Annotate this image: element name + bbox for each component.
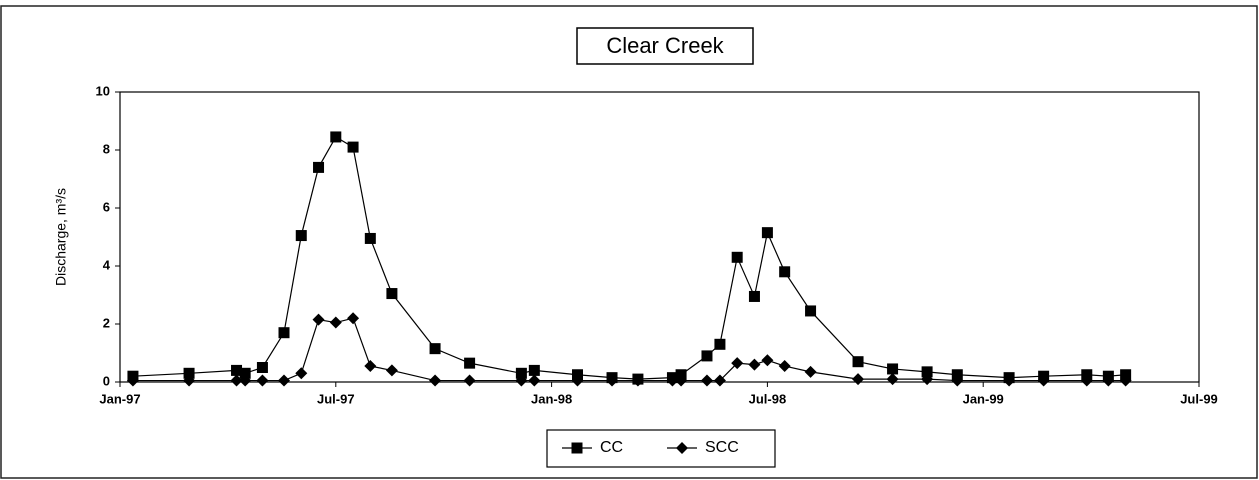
marker-square xyxy=(347,141,359,153)
marker-diamond xyxy=(804,365,817,378)
title-box xyxy=(576,27,754,65)
marker-diamond xyxy=(515,374,528,387)
marker-square xyxy=(779,266,791,278)
marker-square xyxy=(701,350,713,362)
marker-diamond xyxy=(951,374,964,387)
marker-square xyxy=(921,366,933,378)
marker-diamond xyxy=(700,374,713,387)
marker-diamond xyxy=(731,357,744,370)
marker-diamond xyxy=(364,360,377,373)
marker-diamond xyxy=(329,316,342,329)
marker-square xyxy=(464,357,476,369)
marker-diamond xyxy=(748,358,761,371)
marker-square xyxy=(386,288,398,300)
x-tick-label: Jan-97 xyxy=(99,391,140,406)
marker-diamond xyxy=(230,374,243,387)
marker-diamond xyxy=(606,374,619,387)
marker-diamond xyxy=(239,374,252,387)
marker-square xyxy=(731,251,743,263)
marker-diamond xyxy=(126,374,139,387)
marker-square xyxy=(748,290,760,302)
marker-diamond xyxy=(921,373,934,386)
marker-square xyxy=(256,362,268,373)
marker-diamond xyxy=(183,374,196,387)
marker-square xyxy=(364,232,376,244)
y-axis-label: Discharge, m³/s xyxy=(53,188,69,286)
frame xyxy=(0,5,1258,479)
x-tick-label: Jul-98 xyxy=(749,391,787,406)
marker-diamond xyxy=(1102,374,1115,387)
marker-square xyxy=(528,364,540,376)
x-tick-label: Jan-98 xyxy=(531,391,572,406)
y-tick-label: 2 xyxy=(103,315,110,330)
marker-diamond xyxy=(347,312,360,325)
y-tick-label: 10 xyxy=(96,83,110,98)
y-tick-label: 0 xyxy=(103,373,110,388)
marker-diamond xyxy=(886,373,899,386)
legend-label: SCC xyxy=(705,439,739,456)
marker-diamond xyxy=(429,374,442,387)
marker-diamond xyxy=(256,374,269,387)
marker-diamond xyxy=(666,374,679,387)
marker-square xyxy=(852,356,864,368)
series-line xyxy=(132,136,1126,380)
marker-diamond xyxy=(463,374,476,387)
marker-square xyxy=(239,367,251,379)
plot-area xyxy=(119,91,1200,383)
marker-diamond xyxy=(312,313,325,326)
marker-diamond xyxy=(1037,374,1050,387)
x-tick-label: Jul-99 xyxy=(1180,391,1218,406)
marker-diamond xyxy=(1080,374,1093,387)
marker-diamond xyxy=(571,374,584,387)
marker-square xyxy=(313,161,325,173)
marker-square xyxy=(515,367,527,379)
marker-square xyxy=(714,338,726,350)
marker-square xyxy=(805,305,817,317)
marker-square xyxy=(231,364,243,376)
marker-diamond xyxy=(778,360,791,373)
marker-square xyxy=(278,327,290,339)
marker-diamond xyxy=(1119,374,1132,387)
marker-square xyxy=(571,442,583,454)
marker-diamond xyxy=(631,374,644,387)
marker-diamond xyxy=(852,373,865,386)
y-tick-label: 4 xyxy=(103,257,111,272)
y-tick-label: 6 xyxy=(103,199,110,214)
marker-square xyxy=(761,227,773,239)
marker-diamond xyxy=(1003,374,1016,387)
legend-label: CC xyxy=(600,439,623,456)
marker-square xyxy=(429,343,441,355)
y-tick-label: 8 xyxy=(103,141,110,156)
chart-title: Clear Creek xyxy=(606,33,724,58)
marker-square xyxy=(330,131,342,143)
marker-diamond xyxy=(761,354,774,367)
marker-diamond xyxy=(278,374,291,387)
marker-square xyxy=(887,363,899,375)
marker-diamond xyxy=(676,442,688,454)
marker-diamond xyxy=(528,374,541,387)
x-tick-label: Jul-97 xyxy=(317,391,355,406)
marker-square xyxy=(183,367,195,379)
marker-square xyxy=(295,230,307,242)
x-tick-label: Jan-99 xyxy=(963,391,1004,406)
marker-diamond xyxy=(385,364,398,377)
marker-diamond xyxy=(675,374,688,387)
marker-diamond xyxy=(713,374,726,387)
marker-diamond xyxy=(295,367,308,380)
